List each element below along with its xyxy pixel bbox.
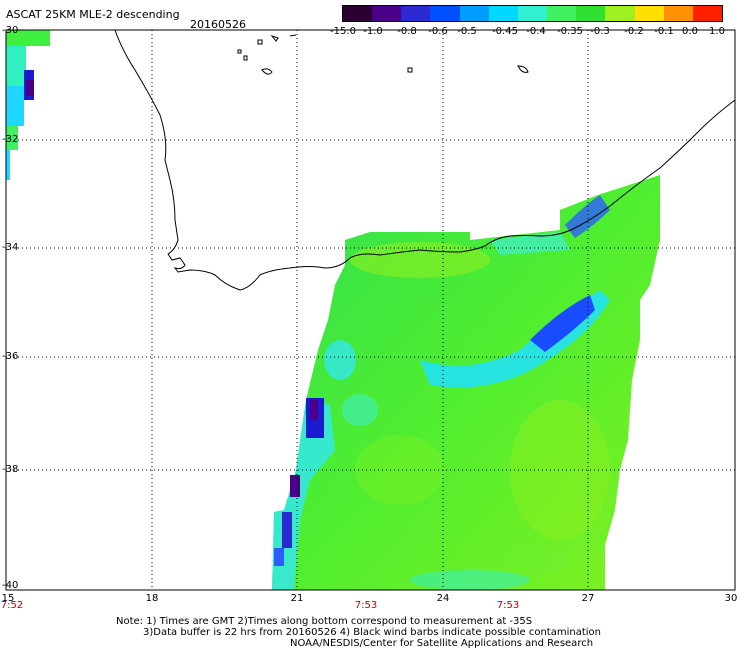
lon-label: 18	[145, 593, 159, 604]
lat-label: -30	[2, 25, 19, 36]
time-label: 7:53	[354, 600, 378, 611]
colorbar-segment	[517, 6, 548, 21]
colorbar-segment	[576, 6, 606, 21]
swath-strip-west	[6, 30, 50, 180]
colorbar-segment	[459, 6, 489, 21]
time-label: 7:53	[496, 600, 520, 611]
colorbar	[342, 5, 723, 22]
time-label: 7:52	[0, 600, 24, 611]
colorbar-label: -15.0	[330, 26, 356, 37]
colorbar-label: -0.8	[397, 26, 417, 37]
lat-label: -40	[2, 580, 19, 591]
colorbar-label: -1.0	[363, 26, 383, 37]
colorbar-label: -0.4	[526, 26, 546, 37]
colorbar-label: -0.5	[457, 26, 477, 37]
map-date: 20160526	[190, 18, 246, 31]
colorbar-label: -0.35	[557, 26, 583, 37]
lat-label: -36	[2, 351, 19, 362]
coastline	[114, 29, 736, 291]
note-line-3: NOAA/NESDIS/Center for Satellite Applica…	[290, 638, 594, 649]
colorbar-label: -0.3	[590, 26, 610, 37]
map-title: ASCAT 25KM MLE-2 descending	[6, 8, 180, 21]
colorbar-label: -0.45	[492, 26, 518, 37]
note-line-1: Note: 1) Times are GMT 2)Times along bot…	[116, 616, 533, 627]
lon-label: 21	[290, 593, 304, 604]
swath-field	[272, 175, 660, 590]
lat-label: -34	[2, 242, 19, 253]
colorbar-segment	[634, 6, 664, 21]
colorbar-segment	[372, 6, 402, 21]
note-line-2: 3)Data buffer is 22 hrs from 20160526 4)…	[143, 627, 601, 638]
colorbar-segment	[605, 6, 635, 21]
colorbar-segment	[488, 6, 518, 21]
colorbar-label: -0.6	[428, 26, 448, 37]
colorbar-segment	[547, 6, 577, 21]
colorbar-segment	[343, 6, 373, 21]
colorbar-label: 1.0	[709, 26, 725, 37]
lon-label: 27	[581, 593, 595, 604]
graticule	[6, 30, 735, 590]
lon-label: 15	[1, 593, 15, 604]
lat-label: -32	[2, 134, 19, 145]
colorbar-segment	[663, 6, 693, 21]
lon-label: 24	[436, 593, 450, 604]
lon-label: 30	[724, 593, 738, 604]
colorbar-segment	[692, 6, 723, 21]
colorbar-label: -0.1	[654, 26, 674, 37]
map-frame	[5, 29, 736, 591]
colorbar-label: -0.2	[624, 26, 644, 37]
lat-label: -38	[2, 464, 19, 475]
colorbar-segment	[430, 6, 460, 21]
colorbar-label: 0.0	[682, 26, 698, 37]
colorbar-segment	[401, 6, 431, 21]
